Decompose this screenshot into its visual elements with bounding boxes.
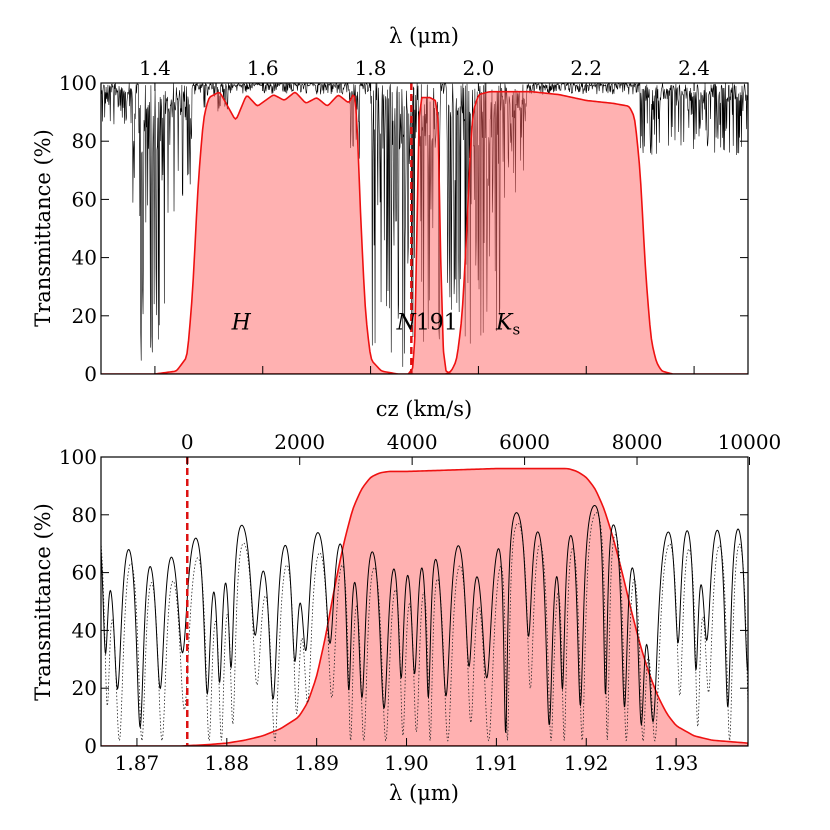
bottom-x-tick-label: 1.90 [384,751,429,775]
bottom-x-tick-label: 1.92 [564,751,609,775]
filter-n191-curve [101,467,748,746]
top-panel-ticks: 1.4 1.6 1.8 2.0 2.2 2.4 0 20 40 60 80 100 [59,56,748,386]
bottom-x-tick-label: 1.89 [294,751,339,775]
bottom-x-tick-label: 1.91 [474,751,519,775]
bottom-x-tick-label: 1.93 [654,751,699,775]
y-tick-label: 60 [72,561,97,585]
y-tick-label: 40 [72,246,97,270]
top-velocity-tick-label: 0 [181,430,194,454]
top-x-tick-label: 2.4 [678,56,710,80]
top-velocity-tick-label: 6000 [499,430,550,454]
filter-label-h: H [231,311,252,336]
top-panel-top-axis-label: λ (μm) [389,24,459,48]
bottom-panel-x-axis-label: λ (μm) [389,781,459,805]
top-panel-frame [100,82,749,375]
top-x-tick-label: 1.8 [355,56,387,80]
top-velocity-tick-label: 10000 [718,430,782,454]
y-tick-label: 40 [72,618,97,642]
top-panel-broadband: 1.4 1.6 1.8 2.0 2.2 2.4 0 20 40 60 80 100 H N191 Ks λ… [31,24,749,386]
filter-ks-curve [445,90,748,374]
bottom-x-tick-label: 1.88 [205,751,250,775]
top-x-tick-label: 2.2 [570,56,602,80]
filter-n191-curve [407,96,453,374]
y-tick-label: 80 [72,503,97,527]
y-tick-label: 80 [72,129,97,153]
top-panel-y-axis-label: Transmittance (%) [31,129,55,327]
bottom-panel-top-axis-label: cz (km/s) [376,397,472,421]
atmospheric-transmission-dotted [101,512,748,743]
bottom-panel-y-axis-label: Transmittance (%) [31,503,55,701]
top-velocity-tick-label: 2000 [274,430,325,454]
filter-label-n191: N191 [396,311,458,336]
n191-filter-curve [101,467,748,746]
top-x-tick-label: 2.0 [463,56,495,80]
y-tick-label: 100 [59,445,97,469]
top-x-tick-label: 1.4 [139,56,171,80]
filter-curves [101,90,748,374]
atmospheric-transmission-solid [101,505,748,733]
filter-labels: H N191 Ks [231,311,521,339]
top-velocity-tick-label: 4000 [387,430,438,454]
bottom-panel-ticks: 1.87 1.88 1.89 1.90 1.91 1.92 1.930 2000 4000 600… [59,430,781,775]
bottom-x-tick-label: 1.87 [115,751,160,775]
filter-label-ks: Ks [495,311,520,339]
y-tick-label: 0 [84,734,97,758]
bottom-panel-narrowband: 1.87 1.88 1.89 1.90 1.91 1.92 1.930 2000 4000 600… [31,397,781,805]
y-tick-label: 20 [72,304,97,328]
y-tick-label: 100 [59,71,97,95]
top-velocity-tick-label: 8000 [612,430,663,454]
bottom-panel-frame [100,456,749,747]
top-x-tick-label: 1.6 [247,56,279,80]
y-tick-label: 60 [72,187,97,211]
y-tick-label: 20 [72,676,97,700]
y-tick-label: 0 [84,362,97,386]
